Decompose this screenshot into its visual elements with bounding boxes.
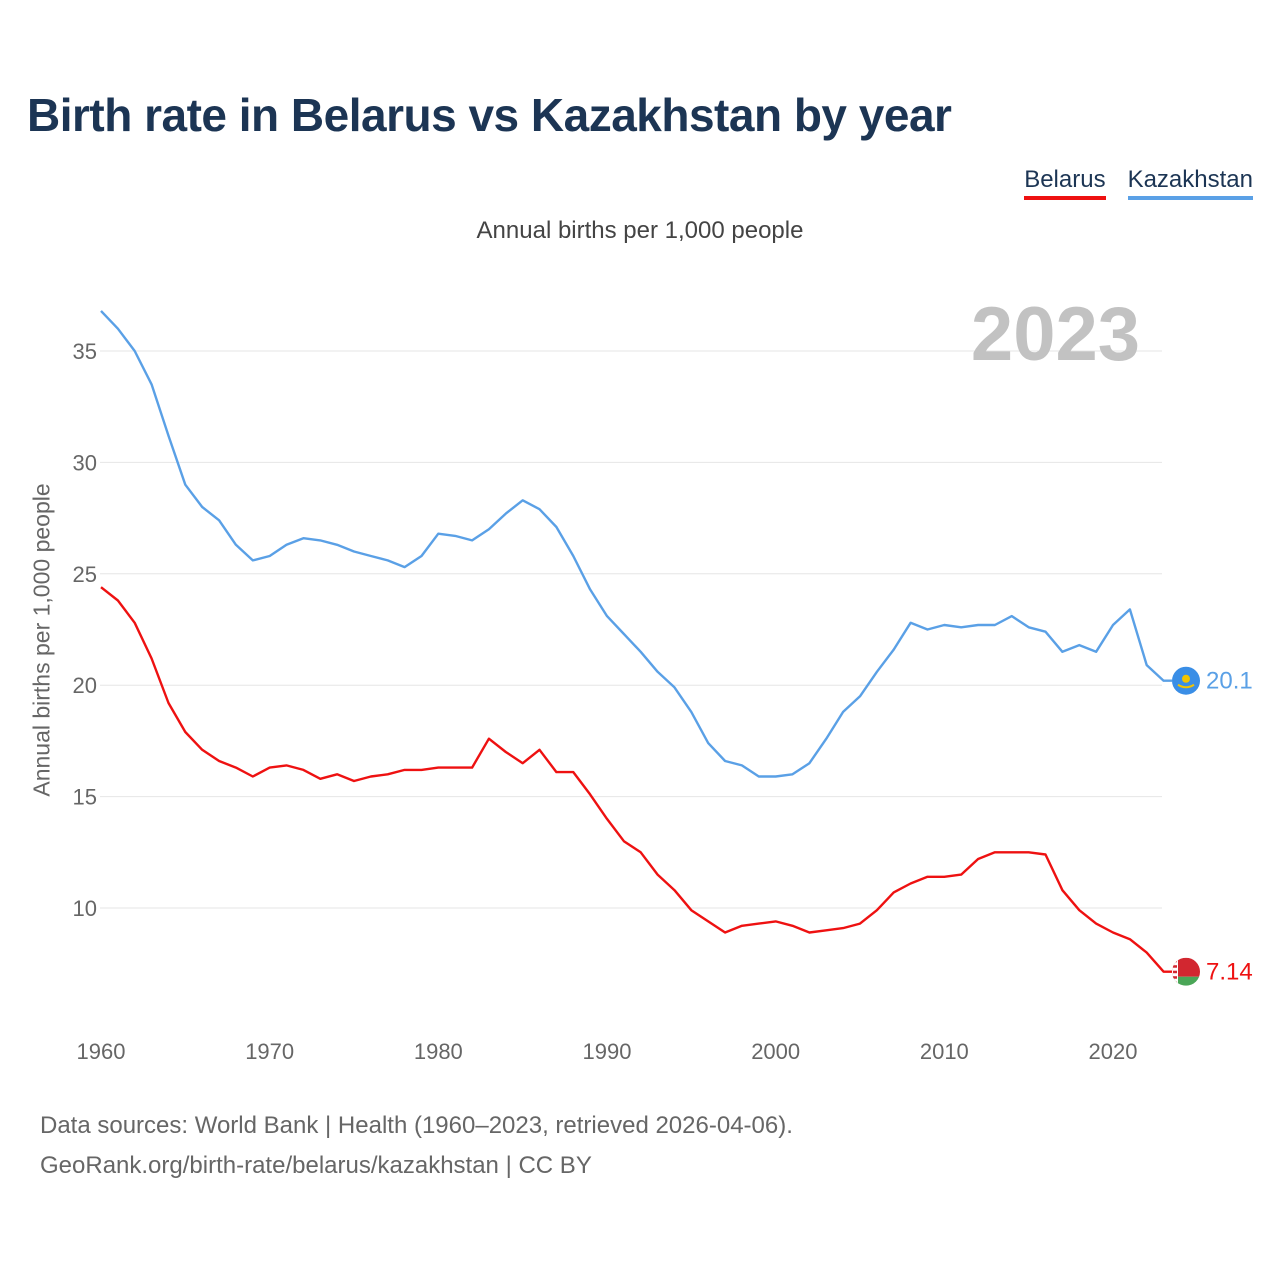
end-value-label-kazakhstan: 20.1 [1206,668,1253,695]
x-tick-label: 1990 [583,1039,632,1064]
legend: Belarus Kazakhstan [1024,166,1253,200]
kazakhstan-flag-icon [1172,666,1200,695]
series-end-markers: 20.1 7.14 [1172,666,1253,986]
chart-title: Birth rate in Belarus vs Kazakhstan by y… [27,89,952,141]
source-notes: Data sources: World Bank | Health (1960–… [40,1106,793,1186]
x-tick-label: 1970 [245,1039,294,1064]
x-tick-label: 2000 [751,1039,800,1064]
y-tick-label: 10 [73,896,97,921]
y-tick-label: 25 [73,562,97,587]
series-lines [100,310,1172,973]
y-tick-label: 30 [73,450,97,475]
x-tick-label: 2020 [1089,1039,1138,1064]
end-value-label-belarus: 7.14 [1206,959,1253,986]
source-line-1: Data sources: World Bank | Health (1960–… [40,1112,793,1139]
series-line-belarus[interactable] [100,586,1172,973]
gridlines [100,350,1162,909]
y-tick-label: 20 [73,673,97,698]
x-axis-ticks: 1960 1970 1980 1990 2000 2010 2020 [77,1039,1138,1064]
y-axis-ticks: 10 15 20 25 30 35 [73,339,97,921]
y-tick-label: 35 [73,339,97,364]
legend-item-belarus[interactable]: Belarus [1024,166,1106,200]
current-year-label: 2023 [971,292,1140,377]
source-line-2[interactable]: GeoRank.org/birth-rate/belarus/kazakhsta… [40,1152,592,1179]
series-line-kazakhstan[interactable] [100,310,1172,778]
y-tick-label: 15 [73,785,97,810]
x-tick-label: 1980 [414,1039,463,1064]
x-tick-label: 1960 [77,1039,126,1064]
x-tick-label: 2010 [920,1039,969,1064]
belarus-flag-icon [1172,957,1200,986]
chart-subtitle: Annual births per 1,000 people [476,217,804,244]
legend-item-kazakhstan[interactable]: Kazakhstan [1127,166,1253,200]
